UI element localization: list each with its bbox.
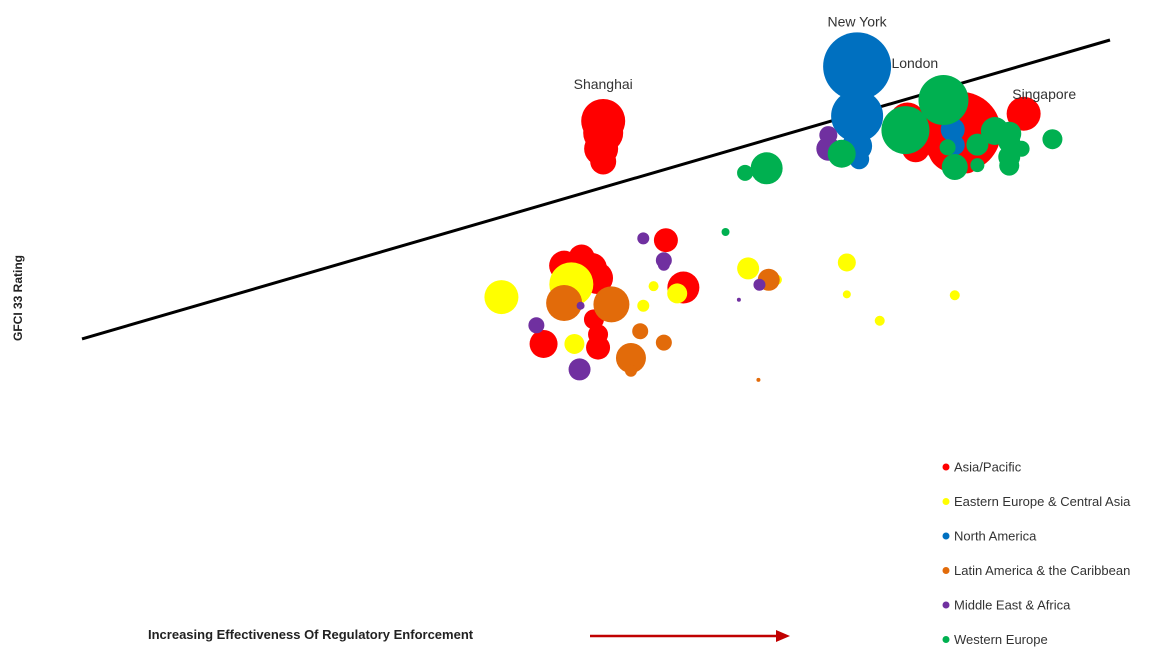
data-point (941, 153, 968, 180)
series-1 (484, 253, 960, 354)
legend-item: Latin America & the Caribbean (942, 563, 1130, 578)
data-point (756, 377, 761, 382)
data-point (949, 290, 960, 301)
data-point (624, 364, 637, 377)
data-point (970, 158, 985, 173)
data-point (546, 284, 583, 321)
data-point (568, 358, 591, 381)
legend-item: Asia/Pacific (942, 460, 1022, 475)
data-point (648, 281, 659, 292)
data-point (528, 317, 545, 334)
legend-marker (942, 601, 950, 609)
data-point (484, 280, 519, 315)
data-point (564, 333, 585, 354)
data-point (590, 148, 617, 175)
data-point (999, 155, 1020, 176)
legend-item: Middle East & Africa (942, 598, 1071, 613)
data-point (1042, 129, 1063, 150)
data-point (737, 257, 760, 280)
data-point (939, 139, 956, 156)
point-label: Singapore (1012, 86, 1076, 102)
data-point (831, 89, 884, 142)
data-point (667, 283, 688, 304)
legend-item: Eastern Europe & Central Asia (942, 494, 1131, 509)
legend-item: Western Europe (942, 632, 1048, 647)
data-point (529, 329, 558, 358)
point-label: Shanghai (574, 76, 633, 92)
data-point (874, 315, 885, 326)
data-point (736, 297, 741, 302)
data-point (586, 335, 611, 360)
data-point (823, 32, 892, 101)
legend-item: North America (942, 529, 1037, 544)
data-point (1006, 96, 1041, 131)
x-axis-label: Increasing Effectiveness Of Regulatory E… (148, 627, 474, 642)
data-point (827, 139, 856, 168)
y-axis-label: GFCI 33 Rating (11, 255, 25, 341)
data-point (966, 133, 989, 156)
legend-label: Latin America & the Caribbean (954, 563, 1130, 578)
data-point (632, 323, 649, 340)
series-3 (546, 268, 780, 382)
legend-marker (942, 567, 950, 574)
data-point (653, 228, 678, 253)
data-point (753, 278, 766, 291)
x-direction-arrow (590, 630, 790, 642)
data-point (918, 75, 969, 126)
data-point (750, 152, 783, 185)
points-layer (484, 32, 1063, 382)
city-labels: Shanghai New York London Singapore (574, 13, 1077, 102)
data-point (737, 164, 754, 181)
arrow-head (776, 630, 790, 642)
legend-label: Eastern Europe & Central Asia (954, 494, 1131, 509)
legend-marker (942, 498, 950, 505)
point-label: London (891, 55, 938, 71)
data-point (842, 290, 851, 299)
data-point (657, 258, 670, 271)
legend-label: Western Europe (954, 632, 1048, 647)
series-5 (721, 75, 1063, 237)
legend-label: Middle East & Africa (954, 598, 1071, 613)
data-point (615, 343, 646, 374)
data-point (637, 232, 650, 245)
legend-marker (942, 532, 950, 540)
data-point (593, 286, 630, 323)
legend-label: North America (954, 529, 1037, 544)
legend-marker (942, 636, 950, 643)
data-point (881, 106, 930, 155)
data-point (655, 334, 672, 351)
data-point (837, 253, 856, 272)
data-point (721, 228, 730, 237)
point-label: New York (828, 13, 888, 29)
legend: Asia/Pacific Eastern Europe & Central Asi… (942, 460, 1131, 647)
legend-label: Asia/Pacific (954, 460, 1022, 475)
legend-marker (942, 463, 950, 471)
data-point (637, 299, 650, 312)
data-point (576, 301, 585, 310)
